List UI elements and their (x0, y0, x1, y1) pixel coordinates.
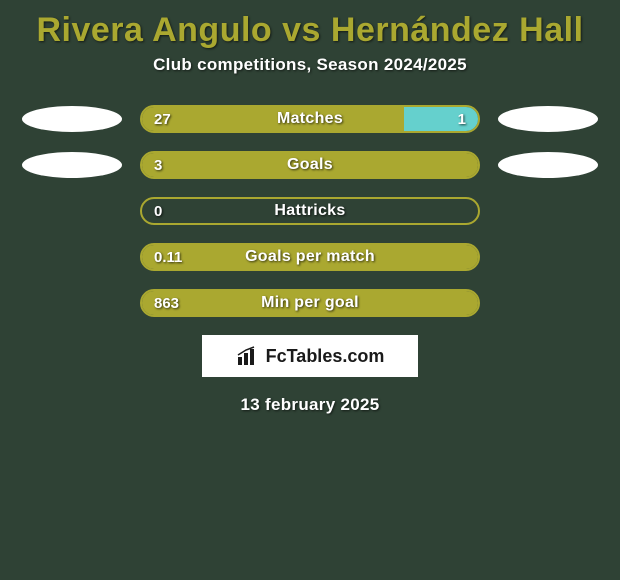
stat-bar: 863Min per goal (140, 289, 480, 317)
team-left-ellipse (22, 152, 122, 178)
stat-label: Goals per match (142, 245, 478, 269)
team-right-ellipse (498, 106, 598, 132)
stat-row: 863Min per goal (0, 289, 620, 317)
logo: FcTables.com (236, 345, 385, 367)
stat-bar: 0Hattricks (140, 197, 480, 225)
stat-label: Matches (142, 107, 478, 131)
date-text: 13 february 2025 (0, 385, 620, 415)
stat-rows: 271Matches 3Goals 0Hattricks 0.11Goals per … (0, 105, 620, 317)
stat-row: 271Matches (0, 105, 620, 133)
stat-row: 3Goals (0, 151, 620, 179)
stat-label: Hattricks (142, 199, 478, 223)
stat-row: 0.11Goals per match (0, 243, 620, 271)
team-right-ellipse (498, 152, 598, 178)
bar-chart-icon (236, 345, 262, 367)
stat-row: 0Hattricks (0, 197, 620, 225)
stat-label: Min per goal (142, 291, 478, 315)
logo-text: FcTables.com (266, 346, 385, 367)
stat-label: Goals (142, 153, 478, 177)
stat-bar: 3Goals (140, 151, 480, 179)
team-left-ellipse (22, 106, 122, 132)
stat-bar: 0.11Goals per match (140, 243, 480, 271)
logo-box: FcTables.com (202, 335, 418, 377)
page-title: Rivera Angulo vs Hernández Hall (0, 8, 620, 55)
comparison-infographic: Rivera Angulo vs Hernández Hall Club com… (0, 0, 620, 415)
subtitle: Club competitions, Season 2024/2025 (0, 55, 620, 105)
stat-bar: 271Matches (140, 105, 480, 133)
